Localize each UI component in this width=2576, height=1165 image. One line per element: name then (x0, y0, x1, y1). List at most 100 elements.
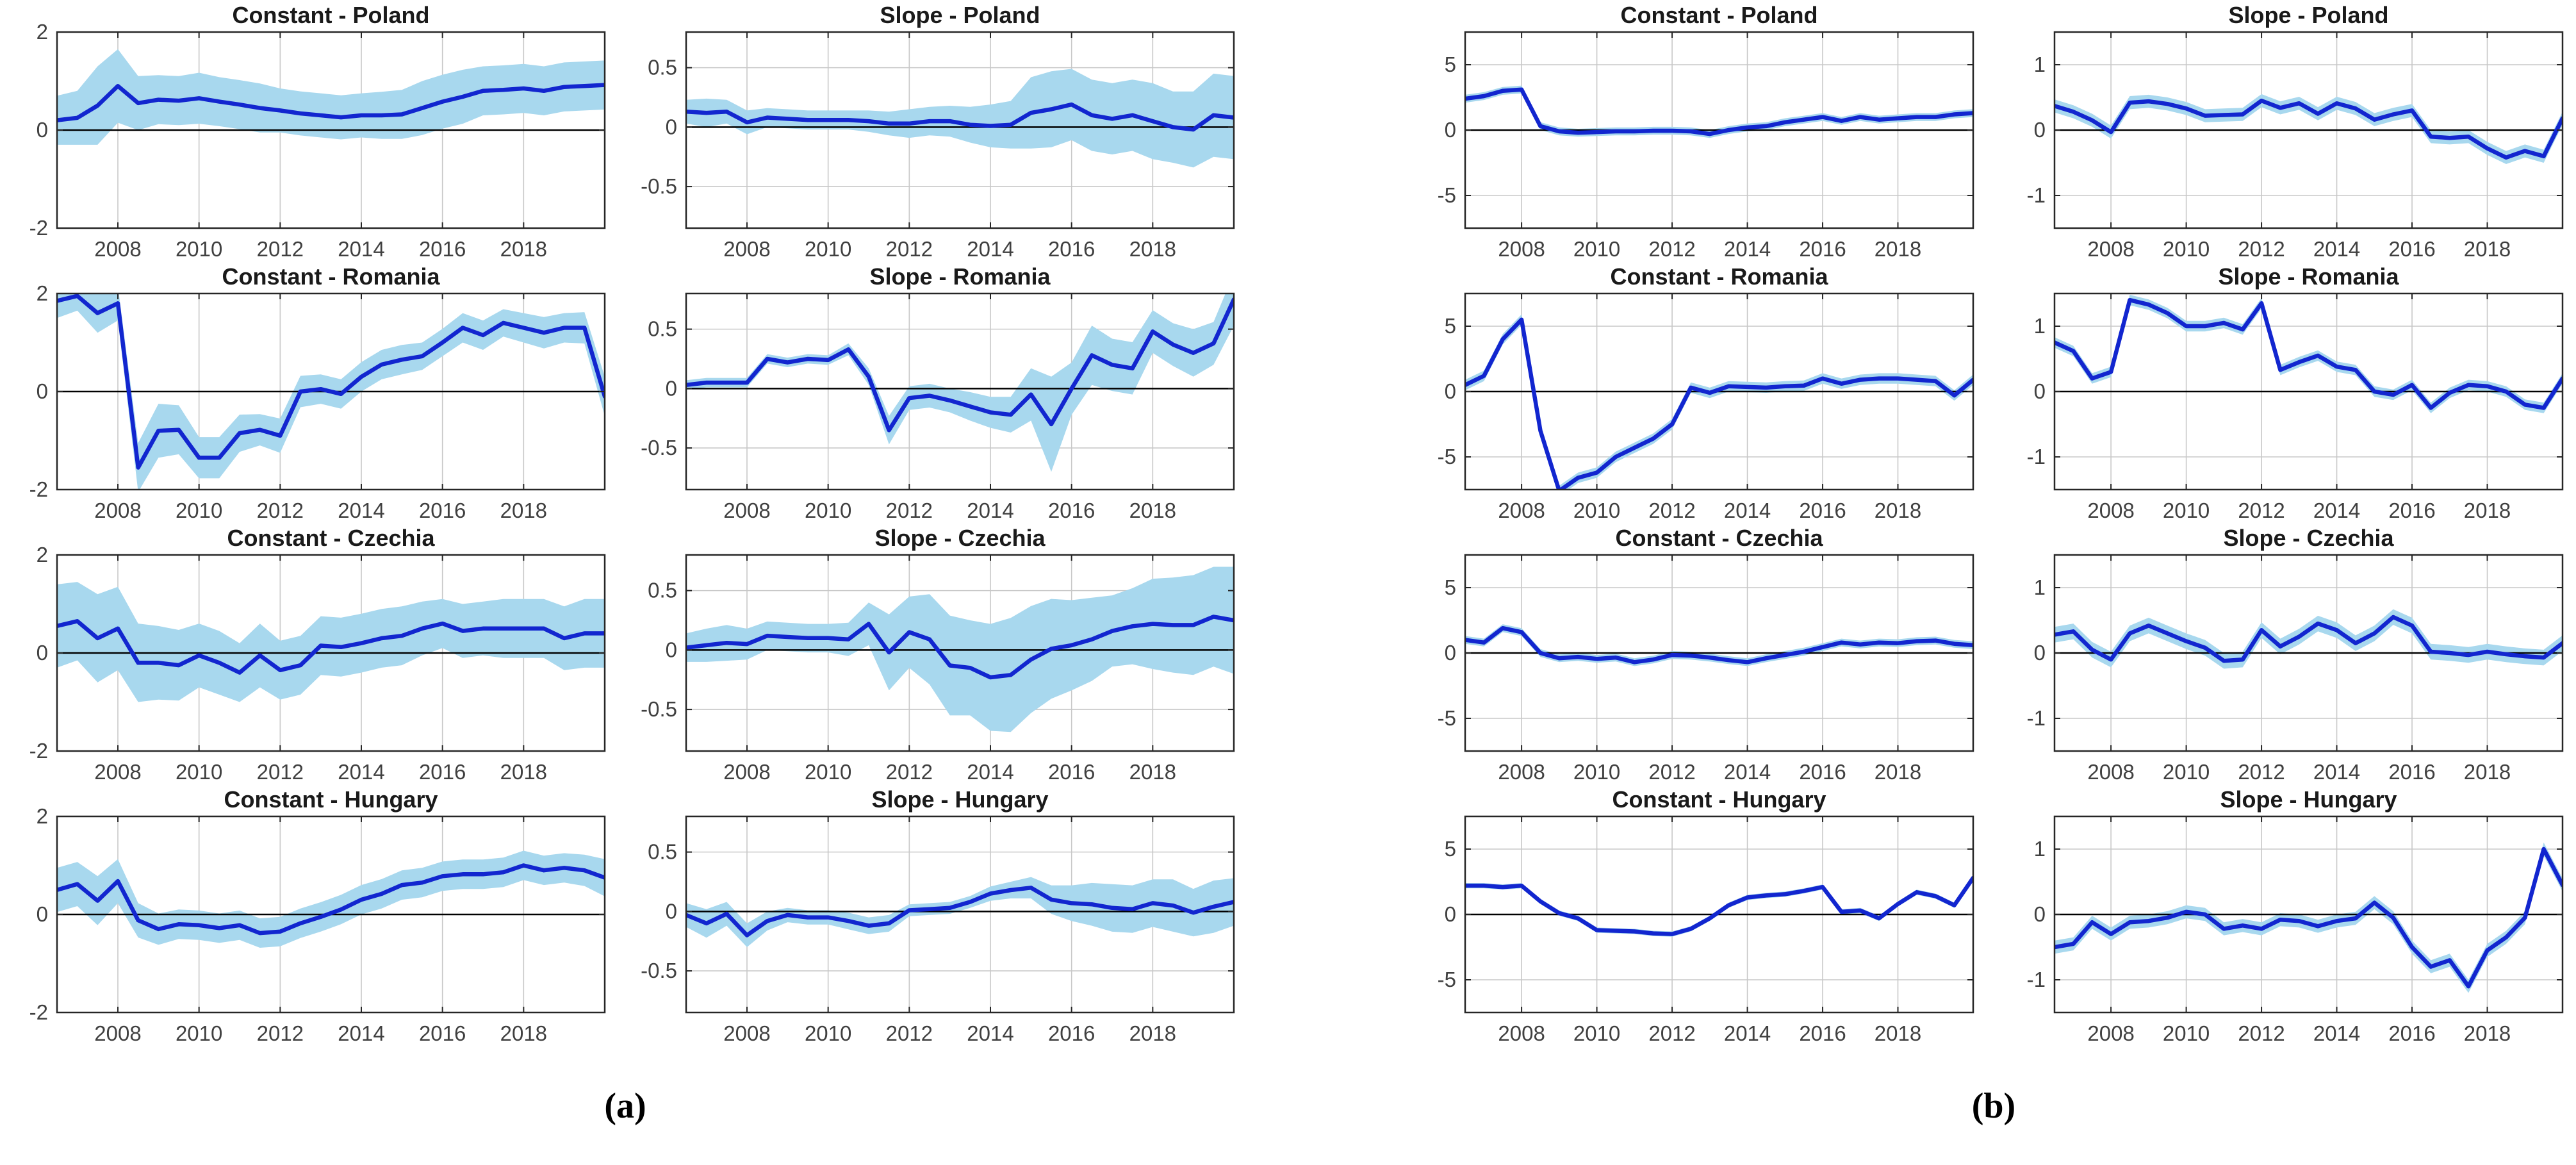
svg-text:2018: 2018 (500, 237, 547, 261)
svg-text:-0.5: -0.5 (641, 697, 677, 721)
svg-text:-1: -1 (2027, 968, 2046, 991)
svg-text:2016: 2016 (1048, 499, 1095, 522)
svg-text:0: 0 (1445, 641, 1456, 665)
svg-text:2010: 2010 (1573, 1021, 1620, 1045)
svg-text:2008: 2008 (723, 499, 770, 522)
svg-text:2012: 2012 (2238, 1021, 2285, 1045)
svg-text:Slope - Poland: Slope - Poland (880, 4, 1040, 28)
svg-text:Slope - Czechia: Slope - Czechia (2223, 527, 2394, 551)
svg-text:2010: 2010 (805, 1021, 851, 1045)
svg-text:2008: 2008 (94, 499, 141, 522)
svg-text:2008: 2008 (723, 237, 770, 261)
svg-text:0: 0 (37, 641, 48, 665)
svg-text:2012: 2012 (257, 237, 304, 261)
svg-text:2010: 2010 (2163, 499, 2210, 522)
svg-text:2008: 2008 (94, 1021, 141, 1045)
svg-text:-0.5: -0.5 (641, 436, 677, 459)
chart-cell: 2 0 -2 2008 2010 2012 2014 2016 2018 Constant - C… (9, 525, 612, 788)
svg-text:2016: 2016 (2388, 237, 2435, 261)
svg-text:2016: 2016 (419, 499, 466, 522)
svg-text:Constant - Czechia: Constant - Czechia (1615, 527, 1823, 551)
svg-text:2014: 2014 (338, 237, 384, 261)
svg-text:2014: 2014 (338, 1021, 384, 1045)
svg-text:2012: 2012 (2238, 499, 2285, 522)
svg-text:2012: 2012 (886, 237, 933, 261)
chart-cell: 5 0 -5 2008 2010 2012 2014 2016 2018 Constant - C… (1417, 525, 1981, 788)
svg-text:2016: 2016 (1799, 760, 1846, 784)
svg-text:2016: 2016 (419, 237, 466, 261)
svg-text:0: 0 (666, 376, 677, 400)
chart-cell: 0.5 0 -0.5 2008 2010 2012 2014 2016 2018 Slope - … (638, 525, 1242, 788)
svg-text:2016: 2016 (2388, 1021, 2435, 1045)
svg-text:2012: 2012 (2238, 760, 2285, 784)
svg-text:2012: 2012 (886, 1021, 933, 1045)
svg-text:2018: 2018 (1129, 237, 1176, 261)
svg-text:2016: 2016 (1799, 1021, 1846, 1045)
svg-text:2014: 2014 (2313, 1021, 2360, 1045)
svg-text:2008: 2008 (1498, 1021, 1545, 1045)
svg-text:2012: 2012 (1648, 237, 1695, 261)
chart-b-constant-romania: 5 0 -5 2008 2010 2012 2014 2016 2018 Constant - R… (1438, 263, 1974, 522)
svg-text:2014: 2014 (2313, 760, 2360, 784)
svg-text:1: 1 (2034, 575, 2046, 599)
svg-text:0.5: 0.5 (648, 840, 677, 864)
chart-b-constant-hungary: 5 0 -5 2008 2010 2012 2014 2016 2018 Constant - H… (1438, 786, 1974, 1045)
svg-text:2008: 2008 (1498, 237, 1545, 261)
svg-text:2014: 2014 (2313, 237, 2360, 261)
svg-text:2014: 2014 (967, 237, 1013, 261)
svg-text:2018: 2018 (500, 499, 547, 522)
svg-text:5: 5 (1445, 53, 1456, 76)
svg-text:2008: 2008 (1498, 499, 1545, 522)
svg-text:2012: 2012 (257, 760, 304, 784)
svg-text:2018: 2018 (1875, 1021, 1921, 1045)
svg-text:2014: 2014 (1724, 1021, 1771, 1045)
svg-text:2014: 2014 (2313, 499, 2360, 522)
svg-text:2016: 2016 (1048, 1021, 1095, 1045)
svg-text:2: 2 (37, 20, 48, 44)
svg-text:Constant - Romania: Constant - Romania (1610, 265, 1828, 290)
svg-text:2010: 2010 (1573, 237, 1620, 261)
chart-b-slope-czechia: 1 0 -1 2008 2010 2012 2014 2016 2018 Slope - Czec… (2027, 525, 2564, 784)
svg-text:0.5: 0.5 (648, 56, 677, 79)
svg-text:2010: 2010 (1573, 499, 1620, 522)
svg-text:2010: 2010 (805, 760, 851, 784)
svg-text:1: 1 (2034, 314, 2046, 338)
svg-text:2016: 2016 (419, 1021, 466, 1045)
svg-text:2018: 2018 (2464, 499, 2511, 522)
chart-cell: 5 0 -5 2008 2010 2012 2014 2016 2018 Constant - H… (1417, 786, 1981, 1050)
svg-text:5: 5 (1445, 837, 1456, 861)
svg-text:2018: 2018 (1875, 237, 1921, 261)
svg-text:2: 2 (37, 281, 48, 305)
chart-b-constant-poland: 5 0 -5 2008 2010 2012 2014 2016 2018 Constant - P… (1438, 2, 1974, 261)
chart-cell: 5 0 -5 2008 2010 2012 2014 2016 2018 Constant - P… (1417, 2, 1981, 265)
svg-text:0: 0 (2034, 641, 2046, 665)
svg-text:2018: 2018 (500, 1021, 547, 1045)
svg-text:2012: 2012 (257, 499, 304, 522)
svg-text:5: 5 (1445, 575, 1456, 599)
svg-text:Slope - Romania: Slope - Romania (2218, 265, 2399, 290)
svg-text:0: 0 (2034, 902, 2046, 926)
panel-a: 2 0 -2 2008 2010 2012 2014 2016 2018 Constant - P… (9, 2, 1242, 1127)
svg-text:2016: 2016 (1799, 237, 1846, 261)
svg-text:2: 2 (37, 804, 48, 828)
svg-text:2010: 2010 (176, 760, 222, 784)
chart-a-slope-romania: 0.5 0 -0.5 2008 2010 2012 2014 2016 2018 Slope - … (641, 263, 1235, 522)
svg-text:1: 1 (2034, 53, 2046, 76)
panel-b: 5 0 -5 2008 2010 2012 2014 2016 2018 Constant - P… (1417, 2, 2570, 1127)
svg-text:Constant - Poland: Constant - Poland (233, 4, 430, 28)
chart-a-slope-poland: 0.5 0 -0.5 2008 2010 2012 2014 2016 2018 Slope - … (641, 2, 1235, 261)
svg-text:2014: 2014 (967, 499, 1013, 522)
panel-b-chart-grid: 5 0 -5 2008 2010 2012 2014 2016 2018 Constant - P… (1417, 2, 2570, 1050)
svg-text:2014: 2014 (1724, 760, 1771, 784)
svg-text:0: 0 (666, 638, 677, 661)
svg-text:2014: 2014 (1724, 499, 1771, 522)
svg-text:2008: 2008 (2087, 499, 2134, 522)
svg-text:2014: 2014 (1724, 237, 1771, 261)
svg-text:2014: 2014 (967, 1021, 1013, 1045)
svg-text:2016: 2016 (419, 760, 466, 784)
svg-text:-2: -2 (29, 216, 48, 240)
svg-text:2016: 2016 (2388, 499, 2435, 522)
svg-text:0: 0 (37, 379, 48, 403)
svg-text:2016: 2016 (2388, 760, 2435, 784)
